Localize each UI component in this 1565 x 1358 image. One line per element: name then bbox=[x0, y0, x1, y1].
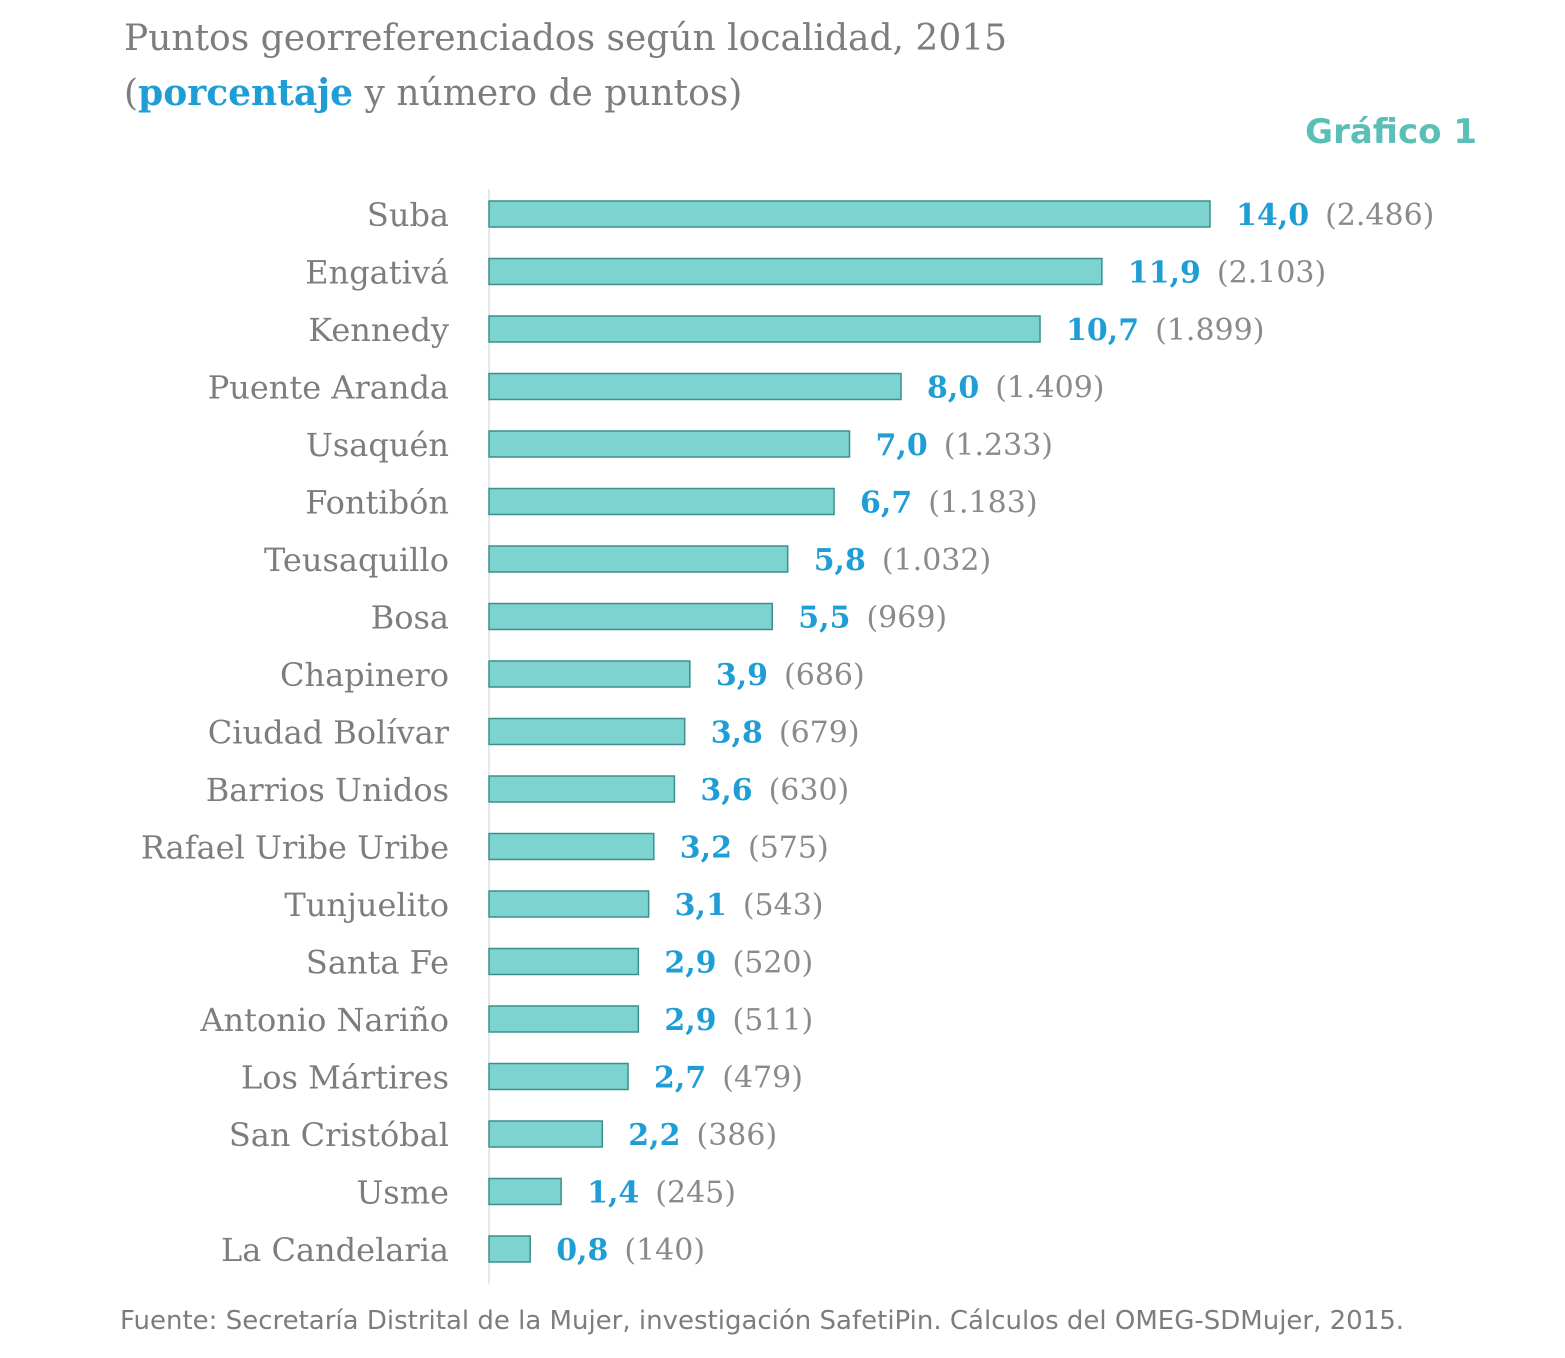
category-label: Bosa bbox=[371, 599, 449, 637]
category-label: Rafael Uribe Uribe bbox=[141, 829, 449, 867]
percent-label: 1,4 bbox=[587, 1176, 639, 1211]
category-label: Antonio Nariño bbox=[199, 1001, 449, 1039]
percent-label: 10,7 bbox=[1066, 313, 1139, 348]
percent-label: 3,1 bbox=[675, 888, 727, 923]
category-label: La Candelaria bbox=[221, 1231, 449, 1269]
title-line-2-rest: y número de puntos) bbox=[353, 73, 743, 114]
percent-label: 2,9 bbox=[664, 946, 716, 981]
category-label: Engativá bbox=[305, 254, 449, 292]
bar bbox=[488, 660, 691, 688]
count-label: (140) bbox=[624, 1233, 705, 1268]
count-label: (511) bbox=[733, 1003, 814, 1038]
percent-label: 8,0 bbox=[927, 371, 979, 406]
title-line-2: (porcentaje y número de puntos) bbox=[124, 66, 1224, 121]
percent-label: 5,8 bbox=[814, 543, 866, 578]
percent-label: 14,0 bbox=[1236, 198, 1309, 233]
bar bbox=[488, 947, 640, 976]
bar bbox=[488, 372, 902, 401]
bar bbox=[488, 315, 1041, 343]
percent-label: 3,9 bbox=[716, 658, 768, 693]
bar bbox=[488, 775, 676, 803]
bar bbox=[488, 890, 650, 918]
bar bbox=[488, 257, 1103, 286]
bar bbox=[488, 545, 789, 573]
count-label: (520) bbox=[733, 946, 814, 981]
count-label: (630) bbox=[769, 773, 850, 808]
count-label: (479) bbox=[722, 1061, 803, 1096]
count-label: (1.032) bbox=[882, 543, 991, 578]
category-label: Teusaquillo bbox=[264, 541, 449, 579]
count-label: (1.409) bbox=[995, 371, 1104, 406]
count-label: (1.899) bbox=[1155, 313, 1264, 348]
percent-label: 5,5 bbox=[798, 601, 850, 636]
percent-label: 6,7 bbox=[860, 486, 912, 521]
percent-label: 11,9 bbox=[1128, 256, 1201, 291]
category-label: Santa Fe bbox=[306, 944, 449, 982]
title-paren-open: ( bbox=[124, 73, 139, 114]
count-label: (543) bbox=[743, 888, 824, 923]
bar bbox=[488, 1120, 604, 1148]
category-label: Usaquén bbox=[306, 426, 449, 464]
count-label: (679) bbox=[779, 716, 860, 751]
category-label: Usme bbox=[356, 1174, 449, 1212]
source-note: Fuente: Secretaría Distrital de la Mujer… bbox=[120, 1306, 1405, 1336]
bar bbox=[488, 832, 655, 861]
percent-label: 3,6 bbox=[700, 773, 752, 808]
count-label: (1.183) bbox=[928, 486, 1037, 521]
bar bbox=[488, 1235, 531, 1263]
count-label: (1.233) bbox=[944, 428, 1053, 463]
category-label: Fontibón bbox=[305, 484, 449, 522]
category-label: Kennedy bbox=[308, 311, 449, 349]
count-label: (686) bbox=[784, 658, 865, 693]
bar bbox=[488, 717, 686, 746]
title-line-1: Puntos georreferenciados según localidad… bbox=[124, 18, 1008, 59]
count-label: (386) bbox=[697, 1118, 778, 1153]
bar bbox=[488, 1062, 629, 1091]
count-label: (2.103) bbox=[1217, 256, 1326, 291]
category-label: San Cristóbal bbox=[229, 1116, 449, 1154]
count-label: (575) bbox=[748, 831, 829, 866]
percent-label: 0,8 bbox=[556, 1233, 608, 1268]
category-label: Tunjuelito bbox=[284, 886, 449, 924]
bar bbox=[488, 200, 1211, 228]
category-label: Barrios Unidos bbox=[206, 771, 449, 809]
bar bbox=[488, 1005, 640, 1033]
category-label: Chapinero bbox=[280, 656, 449, 694]
bar bbox=[488, 602, 773, 631]
category-label: Puente Aranda bbox=[208, 369, 449, 407]
percent-label: 3,8 bbox=[711, 716, 763, 751]
percent-label: 2,2 bbox=[628, 1118, 680, 1153]
bar bbox=[488, 430, 851, 458]
count-label: (245) bbox=[655, 1176, 736, 1211]
percent-label: 2,9 bbox=[664, 1003, 716, 1038]
count-label: (969) bbox=[866, 601, 947, 636]
count-label: (2.486) bbox=[1325, 198, 1434, 233]
bar bbox=[488, 1177, 562, 1206]
category-label: Ciudad Bolívar bbox=[208, 714, 450, 752]
percent-label: 3,2 bbox=[680, 831, 732, 866]
bar bbox=[488, 487, 835, 516]
category-label: Suba bbox=[367, 196, 449, 234]
percent-label: 2,7 bbox=[654, 1061, 706, 1096]
title-highlight: porcentaje bbox=[138, 72, 354, 114]
chart-title: Puntos georreferenciados según localidad… bbox=[124, 12, 1224, 121]
category-label: Los Mártires bbox=[241, 1059, 449, 1097]
percent-label: 7,0 bbox=[876, 428, 928, 463]
figure-label: Gráfico 1 bbox=[1305, 112, 1477, 152]
